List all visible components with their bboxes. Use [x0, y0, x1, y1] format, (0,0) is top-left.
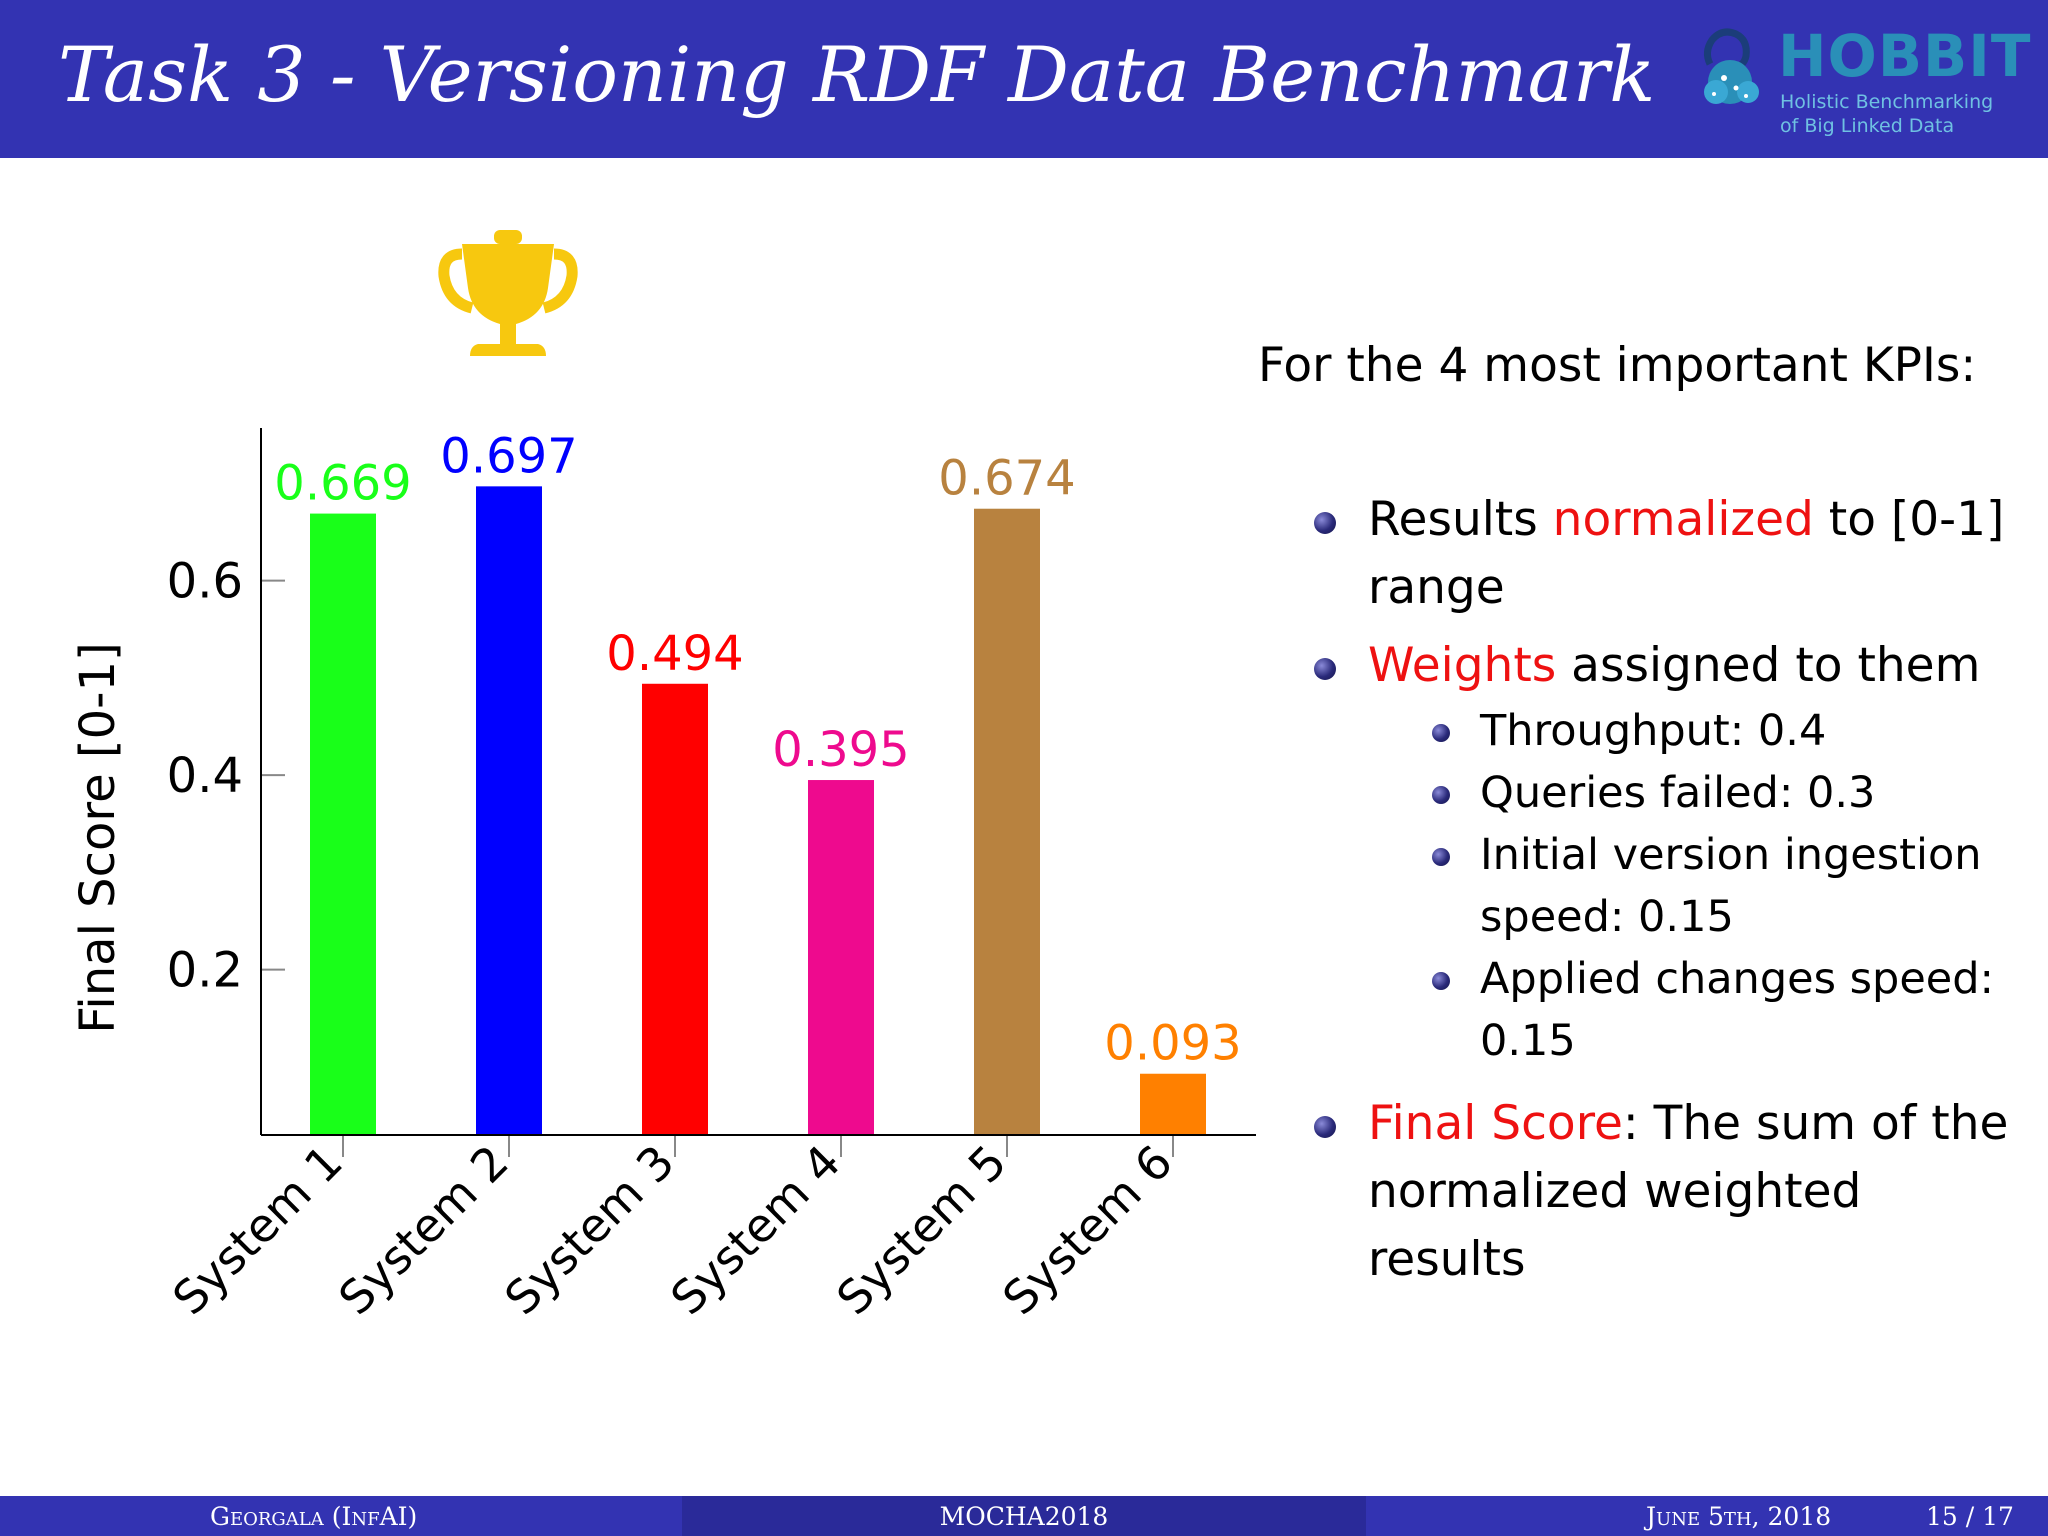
x-tick-label: System 6: [992, 1135, 1183, 1326]
sub-bullet-queries-failed: Queries failed: 0.3: [1300, 762, 2020, 824]
x-tick-label: System 5: [826, 1135, 1017, 1326]
y-tick-label: 0.4: [167, 748, 243, 804]
logo-wordmark: HOBBIT: [1778, 22, 2032, 90]
kpi-heading: For the 4 most important KPIs:: [1258, 338, 1977, 393]
footer-event: MOCHA2018: [939, 1502, 1109, 1531]
logo-tagline-line-2: of Big Linked Data: [1780, 115, 1955, 137]
trophy-icon: [438, 230, 578, 356]
logo-tagline: Holistic Benchmarking of Big Linked Data: [1780, 90, 1993, 138]
bullet-dot-icon: [1314, 512, 1336, 534]
y-tick-label: 0.2: [167, 943, 243, 999]
footer-left: Georgala (InfAI): [0, 1496, 682, 1536]
footer-center: MOCHA2018: [682, 1496, 1366, 1536]
sub-bullet-text: Throughput: 0.4: [1480, 706, 1827, 756]
sub-bullet-dot-icon: [1432, 972, 1450, 990]
sub-bullet-throughput: Throughput: 0.4: [1300, 700, 2020, 762]
footer-author: Georgala (InfAI): [210, 1502, 418, 1531]
footer-right: June 5th, 2018 15 / 17: [1366, 1496, 2048, 1536]
logo-tagline-line-1: Holistic Benchmarking: [1780, 91, 1994, 113]
sub-bullet-text: Applied changes speed: 0.15: [1480, 954, 1995, 1066]
header-bar: Task 3 - Versioning RDF Data Benchmark H…: [0, 0, 2048, 158]
bar-2: [476, 486, 542, 1136]
footer-page: 15 / 17: [1926, 1502, 2014, 1531]
y-axis-label: Final Score [0-1]: [70, 642, 126, 1033]
x-tick-label: System 2: [328, 1135, 519, 1326]
bar-value-label: 0.674: [938, 451, 1075, 507]
sub-bullet-text: Initial version ingestion speed: 0.15: [1480, 830, 1982, 942]
hobbit-logo-icon: HOBBIT Holistic Benchmarking of Big Link…: [1690, 22, 2030, 144]
sub-bullet-dot-icon: [1432, 848, 1450, 866]
bullet-1-highlight: normalized: [1552, 492, 1814, 547]
bar-6: [1140, 1073, 1206, 1135]
bar-4: [808, 780, 874, 1135]
bullet-3-highlight: Final Score: [1368, 1096, 1623, 1151]
footer-date: June 5th, 2018: [1646, 1502, 1832, 1531]
bullet-2-post: assigned to them: [1556, 638, 1981, 693]
bar-value-label: 0.093: [1104, 1016, 1241, 1072]
x-tick-label: System 3: [494, 1135, 685, 1326]
bullet-2-highlight: Weights: [1368, 638, 1557, 693]
x-tick-label: System 4: [660, 1135, 851, 1326]
bar-value-label: 0.494: [606, 626, 743, 682]
sub-bullet-ingestion-speed: Initial version ingestion speed: 0.15: [1300, 824, 2020, 948]
bar-value-label: 0.669: [274, 456, 411, 512]
sub-bullet-dot-icon: [1432, 724, 1450, 742]
bullet-normalized: Results normalized to [0-1] range: [1300, 486, 2020, 622]
bullet-dot-icon: [1314, 658, 1336, 680]
bullet-3-post: : The sum of the normalized weighted res…: [1368, 1096, 2009, 1287]
sub-bullet-dot-icon: [1432, 786, 1450, 804]
bullet-final-score: Final Score: The sum of the normalized w…: [1300, 1090, 2020, 1294]
bar-chart: 0.669 0.697 0.494 0.395 0.674 0.093 0.2 0.4 0.6…: [70, 230, 1256, 1326]
bar-value-label: 0.697: [440, 428, 577, 484]
bar-value-label: 0.395: [772, 722, 909, 778]
slide-title: Task 3 - Versioning RDF Data Benchmark: [58, 30, 1656, 119]
bullet-1-post: to [0-1] range: [1368, 492, 2005, 615]
bullet-list: Results normalized to [0-1] range Weight…: [1300, 486, 2020, 1304]
footer-bar: Georgala (InfAI) MOCHA2018 June 5th, 201…: [0, 1496, 2048, 1536]
bar-1: [310, 513, 376, 1135]
sub-bullet-changes-speed: Applied changes speed: 0.15: [1300, 948, 2020, 1072]
bar-5: [974, 508, 1040, 1135]
x-tick-label: System 1: [162, 1135, 353, 1326]
bullet-weights: Weights assigned to them: [1300, 632, 2020, 700]
y-tick-label: 0.6: [167, 554, 243, 610]
bullet-dot-icon: [1314, 1116, 1336, 1138]
bar-3: [642, 683, 708, 1135]
sub-bullet-text: Queries failed: 0.3: [1480, 768, 1876, 818]
bullet-1-pre: Results: [1368, 492, 1553, 547]
